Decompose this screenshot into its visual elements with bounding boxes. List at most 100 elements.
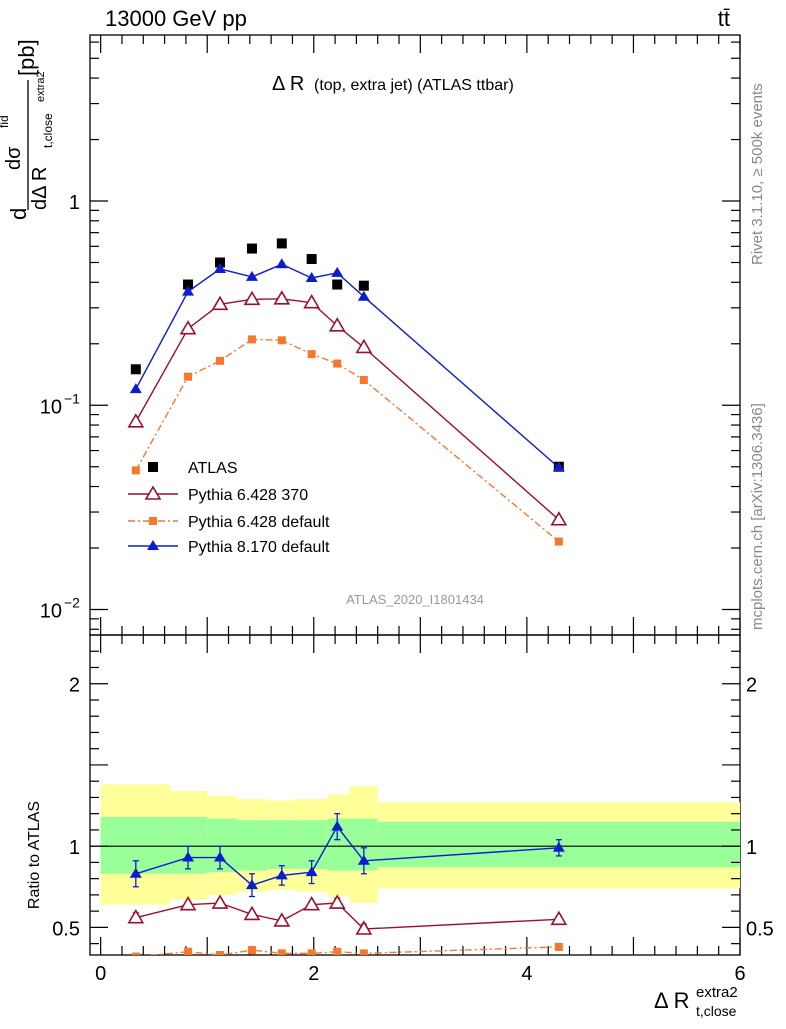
ylabel-unit: [pb] — [14, 39, 39, 76]
legend-label: Pythia 6.428 default — [188, 514, 330, 531]
ratio-point — [211, 894, 229, 909]
data-point — [127, 413, 145, 428]
ratio-point — [331, 820, 344, 831]
data-point — [243, 290, 261, 306]
ratio-point — [328, 894, 346, 909]
ratio-point — [127, 909, 145, 924]
plot-title-sub: (top, extra jet) (ATLAS ttbar) — [314, 77, 514, 94]
xlabel-sup: extra2 — [696, 984, 738, 1001]
ratio-series-3 — [129, 813, 565, 898]
ratio-tick-label-right: 1 — [746, 837, 757, 859]
data-point — [552, 461, 565, 472]
data-point — [246, 243, 257, 254]
legend-label: ATLAS — [188, 460, 238, 477]
legend-marker — [148, 462, 158, 472]
ratio-point — [359, 949, 368, 955]
ratio-series-1 — [127, 894, 568, 935]
xlabel-sub: t,close — [696, 1003, 737, 1019]
ylabel-numerator: dσ — [3, 146, 25, 170]
series-2 — [131, 335, 563, 546]
rivet-version-label: Rivet 3.1.10, ≥ 500k events — [749, 83, 766, 265]
data-point — [357, 290, 370, 301]
data-point — [305, 271, 318, 282]
main-ylabel: d dσ fid dΔ R t,close extra2 [pb] — [0, 39, 55, 220]
data-point — [245, 270, 258, 281]
ratio-point — [214, 851, 226, 862]
ratio-tick-label-left: 1 — [69, 837, 80, 859]
plot-title-main: Δ R — [272, 73, 304, 95]
mcplots-label: mcplots.cern.ch [arXiv:1306.3436] — [749, 403, 766, 630]
ratio-point — [243, 905, 261, 921]
data-point — [273, 290, 291, 305]
header-energy-label: 13000 GeV pp — [105, 6, 247, 31]
series-3 — [129, 258, 565, 472]
header-process-label: tt̄ — [718, 6, 730, 31]
data-point — [129, 383, 142, 394]
ratio-series-2 — [131, 942, 563, 955]
band-inner — [327, 818, 350, 871]
ratio-tick-label-right: 0.5 — [746, 918, 774, 940]
data-point — [333, 359, 342, 368]
ratio-point — [184, 947, 193, 955]
ratio-tick-label-right: 2 — [746, 675, 757, 697]
ratio-point — [245, 879, 258, 890]
main-series — [127, 238, 568, 546]
ratio-point — [179, 896, 197, 911]
data-point — [306, 254, 317, 265]
ratio-point — [129, 867, 142, 878]
legend-marker — [144, 485, 162, 500]
legend-marker — [147, 540, 159, 550]
data-point — [332, 279, 343, 290]
plot-title: Δ R (top, extra jet) (ATLAS ttbar) — [272, 73, 514, 95]
xlabel-main: Δ R — [654, 988, 689, 1013]
ratio-uncertainty-bands — [100, 784, 740, 905]
ylabel-numerator-sup: fid — [0, 115, 11, 128]
analysis-watermark: ATLAS_2020_I1801434 — [346, 592, 484, 607]
series-line — [135, 263, 560, 469]
data-point — [277, 336, 286, 345]
ratio-plot-frame — [89, 634, 741, 956]
data-point — [307, 350, 316, 359]
data-point — [182, 285, 195, 296]
ratio-tick-label-left: 2 — [69, 675, 80, 697]
series-line — [135, 338, 560, 543]
ratio-point — [131, 952, 140, 955]
x-tick-label: 0 — [95, 963, 106, 985]
ylabel-denominator: dΔ R — [29, 167, 51, 210]
ratio-point — [303, 896, 321, 911]
ratio-point — [357, 854, 370, 865]
data-point — [211, 295, 229, 311]
data-point — [131, 466, 140, 475]
data-point — [276, 238, 287, 249]
y-tick-label-exponent: −1 — [64, 390, 80, 406]
ratio-point — [275, 869, 288, 880]
x-tick-label: 6 — [734, 963, 745, 985]
data-point — [359, 375, 368, 384]
data-point — [216, 356, 224, 365]
ratio-point — [307, 949, 316, 955]
data-point — [179, 320, 197, 335]
ylabel-denominator-sub: t,close — [41, 113, 55, 148]
ratio-point — [305, 866, 318, 877]
data-point — [550, 511, 568, 526]
data-point — [331, 266, 344, 277]
data-point — [355, 338, 373, 354]
x-tick-label: 2 — [308, 963, 319, 985]
ratio-point — [550, 910, 568, 926]
data-point — [130, 364, 141, 375]
y-tick-label: 10 — [40, 600, 62, 622]
series-0 — [130, 238, 564, 472]
ratio-line — [135, 902, 559, 930]
data-point — [247, 335, 256, 344]
ratio-point — [182, 851, 195, 862]
ratio-series — [127, 813, 568, 955]
ratio-point — [273, 912, 291, 927]
band-inner — [237, 820, 268, 871]
ratio-point — [355, 920, 373, 935]
ratio-point — [554, 942, 563, 951]
y-tick-label-exponent: −2 — [64, 594, 80, 610]
band-inner — [207, 818, 238, 873]
data-point — [214, 262, 226, 273]
y-tick-label: 10 — [40, 396, 62, 418]
